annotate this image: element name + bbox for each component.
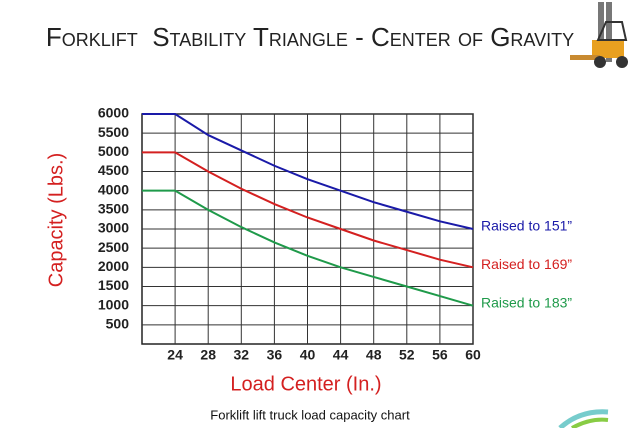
y-tick-label: 500 bbox=[106, 316, 130, 332]
data-line bbox=[142, 151, 474, 269]
decoration bbox=[558, 409, 609, 430]
forklift-icon bbox=[570, 2, 628, 68]
series-label: Raised to 169” bbox=[481, 256, 572, 272]
y-tick-label: 1500 bbox=[98, 277, 129, 293]
x-tick-label: 32 bbox=[234, 347, 250, 363]
decoration bbox=[571, 417, 609, 430]
x-tick-label: 56 bbox=[432, 347, 448, 363]
title-box: Forklift Stability Triangle - Center of … bbox=[45, 22, 575, 52]
y-tick-label: 6000 bbox=[98, 105, 129, 121]
x-tick-label: 24 bbox=[167, 347, 183, 363]
x-tick-label: 36 bbox=[267, 347, 283, 363]
x-tick-label: 48 bbox=[366, 347, 382, 363]
x-tick-label: 44 bbox=[333, 347, 349, 363]
x-tick-label: 52 bbox=[399, 347, 415, 363]
x-tick-label: 40 bbox=[300, 347, 316, 363]
y-tick-label: 4000 bbox=[98, 181, 129, 197]
data-line bbox=[142, 113, 474, 230]
y-tick-label: 5500 bbox=[98, 124, 129, 140]
series-label: Raised to 151” bbox=[481, 218, 572, 234]
series-label: Raised to 183” bbox=[481, 294, 572, 310]
slide-title: Forklift Stability Triangle - Center of … bbox=[45, 22, 575, 52]
x-tick-label: 28 bbox=[200, 347, 216, 363]
caption: Forklift lift truck load capacity chart bbox=[210, 407, 410, 422]
y-tick-label: 3000 bbox=[98, 220, 129, 236]
x-tick-label: 60 bbox=[465, 347, 481, 363]
y-tick-label: 5000 bbox=[98, 143, 129, 159]
x-axis-label: Load Center (In.) bbox=[230, 373, 381, 395]
y-tick-label: 4500 bbox=[98, 162, 129, 178]
y-tick-label: 2500 bbox=[98, 239, 129, 255]
data-line bbox=[142, 189, 474, 307]
y-tick-label: 2000 bbox=[98, 258, 129, 274]
y-tick-label: 1000 bbox=[98, 296, 129, 312]
y-tick-label: 3500 bbox=[98, 201, 129, 217]
y-axis-label: Capacity (Lbs.) bbox=[45, 153, 67, 288]
